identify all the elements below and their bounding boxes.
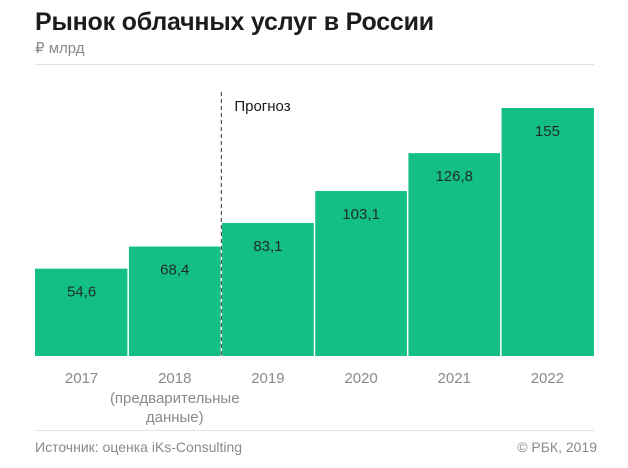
value-label-2020: 103,1	[342, 206, 380, 223]
source-note: Источник: оценка iKs-Consulting	[35, 439, 243, 455]
unit-label: ₽ млрд	[35, 40, 85, 57]
bar-2019	[222, 223, 314, 356]
chart-title: Рынок облачных услуг в России	[35, 8, 434, 36]
bar-2022	[501, 108, 594, 356]
footer-divider	[35, 430, 594, 431]
value-label-2022: 155	[535, 123, 560, 140]
x-tick-label-2019: 2019	[251, 370, 284, 387]
value-label-2021: 126,8	[435, 168, 473, 185]
x-tick-note-2018-0: (предварительные	[110, 390, 240, 407]
value-label-2017: 54,6	[67, 284, 96, 301]
bar-2020	[315, 191, 407, 356]
x-tick-label-2021: 2021	[438, 370, 471, 387]
header-divider	[35, 64, 594, 65]
x-tick-label-2018: 2018	[158, 370, 191, 387]
x-tick-note-2018-1: данные)	[146, 409, 204, 426]
copyright-note: © РБК, 2019	[517, 439, 597, 455]
forecast-annotation: Прогноз	[234, 98, 290, 115]
x-tick-label-2022: 2022	[531, 370, 564, 387]
value-label-2019: 83,1	[253, 238, 282, 255]
x-tick-label-2017: 2017	[65, 370, 98, 387]
x-tick-label-2020: 2020	[344, 370, 377, 387]
value-label-2018: 68,4	[160, 262, 189, 279]
bar-2021	[408, 153, 501, 356]
bar-2018	[128, 246, 221, 356]
bar-2017	[35, 268, 128, 356]
